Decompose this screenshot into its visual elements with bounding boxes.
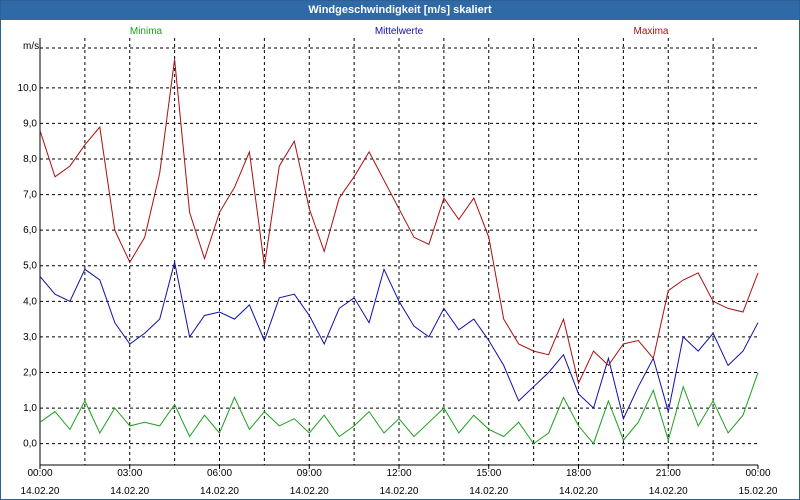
x-tick-date: 14.02.20: [559, 486, 598, 497]
y-tick-label: 4,0: [23, 296, 37, 307]
x-tick-time: 09:00: [297, 468, 322, 479]
x-tick-date: 14.02.20: [110, 486, 149, 497]
window-title: Windgeschwindigkeit [m/s] skaliert: [1, 1, 799, 20]
x-tick-time: 12:00: [386, 468, 411, 479]
x-tick-date: 14.02.20: [649, 486, 688, 497]
x-tick-date: 14.02.20: [469, 486, 508, 497]
y-axis-unit: m/s: [23, 41, 39, 52]
x-tick-time: 00:00: [27, 468, 52, 479]
series-line-maxima: [39, 59, 759, 385]
x-tick-date: 15.02.20: [739, 486, 778, 497]
axes: 0,0 1,0 2,0 3,0 4,0 5,0 6,0 7,0 8,0 9,0 10,0 00:00 1…: [18, 38, 778, 497]
y-tick-label: 8,0: [23, 154, 37, 165]
y-tick-label: 2,0: [23, 367, 37, 378]
chart-canvas: 0,0 1,0 2,0 3,0 4,0 5,0 6,0 7,0 8,0 9,0 10,0 00:00 1…: [18, 26, 778, 497]
y-tick-label: 1,0: [23, 403, 37, 414]
y-tick-label: 0,0: [23, 439, 37, 450]
x-tick-date: 14.02.20: [200, 486, 239, 497]
x-tick-time: 00:00: [745, 468, 770, 479]
series: [39, 59, 759, 445]
x-tick-date: 14.02.20: [290, 486, 329, 497]
y-tick-label: 9,0: [23, 118, 37, 129]
x-tick-time: 18:00: [566, 468, 591, 479]
series-line-minima: [39, 372, 759, 445]
y-tick-label: 6,0: [23, 225, 37, 236]
x-tick-date: 14.02.20: [21, 486, 60, 497]
x-tick-time: 06:00: [207, 468, 232, 479]
y-tick-label: 10,0: [18, 83, 38, 94]
y-tick-label: 7,0: [23, 190, 37, 201]
x-tick-time: 21:00: [656, 468, 681, 479]
legend-entry-maxima: Maxima: [633, 26, 668, 37]
y-tick-label: 5,0: [23, 261, 37, 272]
grid: [40, 38, 758, 465]
legend-entry-minima: Minima: [130, 26, 163, 37]
y-tick-label: 3,0: [23, 332, 37, 343]
legend: Minima Mittelwerte Maxima: [130, 26, 669, 37]
series-line-mittelwerte: [39, 262, 759, 421]
legend-entry-mittelwerte: Mittelwerte: [375, 26, 424, 37]
x-tick-date: 14.02.20: [380, 486, 419, 497]
x-tick-time: 15:00: [476, 468, 501, 479]
x-tick-time: 03:00: [117, 468, 142, 479]
